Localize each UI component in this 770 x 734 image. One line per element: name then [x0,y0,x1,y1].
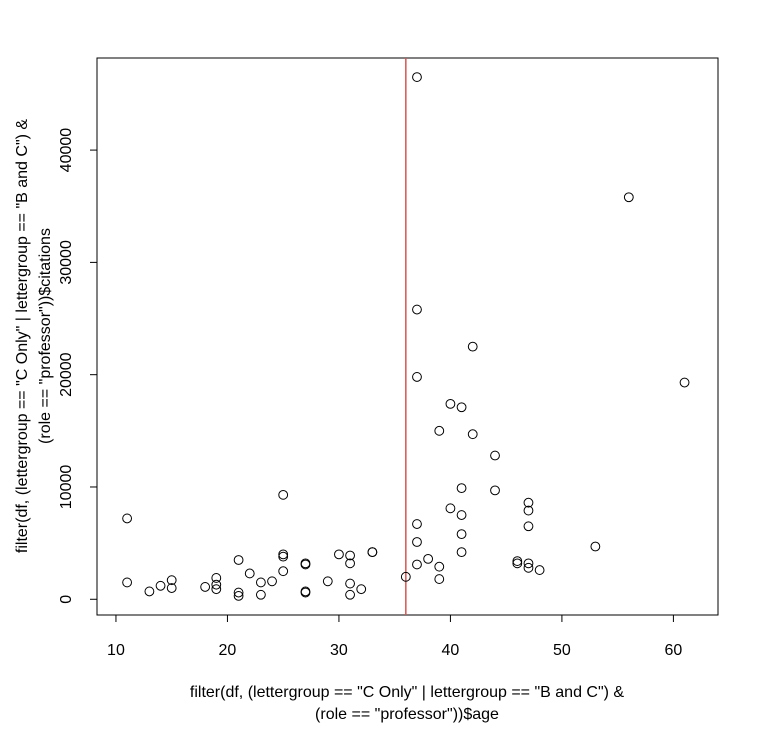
data-point [278,489,289,500]
data-point [122,513,133,524]
data-point [322,576,333,587]
y-axis-title-line-2: (role == "professor"))$citations [37,228,54,444]
data-point [300,559,311,570]
data-point [456,483,467,494]
x-axis-title-line-1: filter(df, (lettergroup == "C Only" | le… [190,684,625,701]
data-point [144,586,155,597]
x-tick-label: 60 [665,642,683,659]
data-point [278,549,289,560]
data-point [456,529,467,540]
x-tick-label: 10 [107,642,125,659]
y-tick-label: 20000 [58,352,75,397]
y-tick-label: 40000 [58,128,75,173]
data-point [255,577,266,588]
y-tick-label: 30000 [58,240,75,285]
data-point [278,566,289,577]
data-point [490,450,500,461]
data-point [345,578,355,589]
data-point [211,573,222,583]
data-point [233,587,244,598]
data-point [367,547,378,558]
data-point [623,192,634,203]
data-point [211,579,222,590]
data-point [166,583,177,593]
data-point [211,584,222,595]
data-point [255,589,266,600]
y-axis: 0 10000 20000 30000 40000 [58,128,98,604]
data-point [445,503,456,514]
data-point [590,541,601,552]
data-point [233,591,244,601]
y-tick-label: 0 [58,595,75,604]
data-point [445,398,456,409]
x-tick-label: 50 [553,642,571,659]
data-point [356,584,367,595]
data-point [523,505,534,516]
data-point [412,559,422,570]
data-point [523,558,534,569]
data-point [400,571,411,582]
data-point [534,565,545,575]
data-point [300,587,311,598]
data-point [166,575,177,586]
data-point [122,577,133,588]
x-tick-label: 30 [330,642,348,659]
data-point [155,580,166,591]
y-tick-label: 10000 [58,465,75,510]
data-point [345,558,355,569]
data-point [523,562,534,573]
data-point [244,568,255,579]
data-point [456,510,467,520]
x-axis: 10 20 30 40 50 60 [107,614,683,659]
data-point [490,485,500,496]
y-axis-title-line-1: filter(df, (lettergroup == "C Only" | le… [14,119,31,554]
x-tick-label: 20 [219,642,237,659]
data-point [523,521,534,532]
data-point [423,553,434,564]
data-point [412,372,422,382]
data-point [345,589,355,600]
data-point [334,549,344,560]
data-point [412,519,422,529]
data-point [412,304,422,315]
data-point [467,341,478,352]
data-point [233,555,244,565]
data-point [412,537,422,547]
data-point [412,72,422,82]
data-point [434,425,445,436]
data-point [278,551,289,562]
data-point [512,556,523,566]
plot-frame [96,57,719,616]
data-point [200,582,211,592]
data-point [434,574,445,584]
data-point [512,558,523,569]
data-points [122,72,690,601]
data-point [345,550,355,561]
data-point [434,561,445,572]
data-point [467,429,478,440]
data-point [679,377,690,388]
data-point [456,402,467,413]
x-axis-title-line-2: (role == "professor"))$age [315,706,499,723]
data-point [456,547,467,558]
x-tick-label: 40 [442,642,460,659]
data-point [267,576,277,587]
data-point [523,497,534,508]
